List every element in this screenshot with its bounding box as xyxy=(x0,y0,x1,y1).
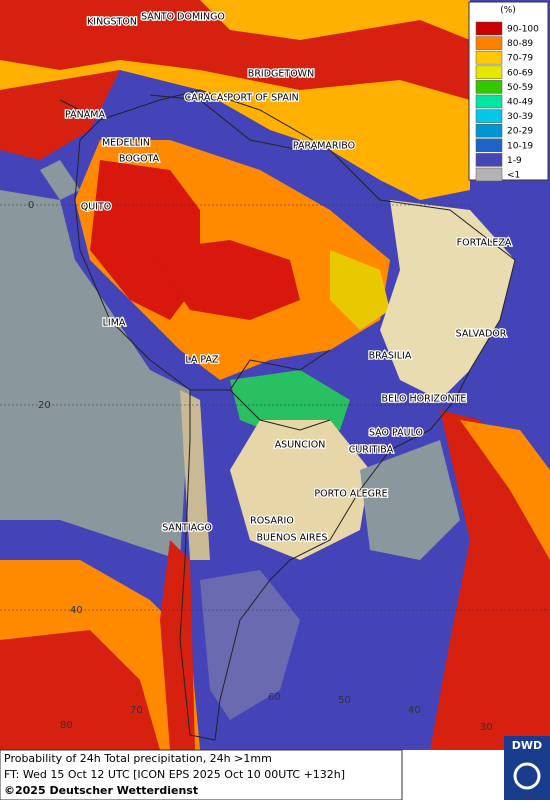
city-label: MEDELLIN xyxy=(102,138,150,149)
footer-box xyxy=(0,749,403,801)
legend-label: 40-49 xyxy=(507,98,533,108)
city-label: PANAMA xyxy=(65,110,105,121)
legend-label: 10-19 xyxy=(507,141,533,151)
grid-label: 30 xyxy=(480,722,493,733)
grid-label: 70 xyxy=(130,705,143,716)
grid-label: 20 xyxy=(38,400,51,411)
grid-label: 80 xyxy=(60,720,73,731)
logo-text: DWD xyxy=(512,739,542,752)
logo-icon xyxy=(513,762,541,790)
grid-label: 40 xyxy=(408,705,421,716)
grid-label: 0 xyxy=(28,200,34,211)
legend-swatch xyxy=(475,94,503,109)
legend-label: 30-39 xyxy=(507,112,533,122)
city-label: BRASILIA xyxy=(369,351,412,362)
city-label: LIMA xyxy=(103,318,126,329)
legend-swatch xyxy=(475,167,503,182)
legend-label: 1-9 xyxy=(507,156,522,166)
grid-labels: 0 20 40 80 70 60 50 40 30 xyxy=(28,200,493,733)
city-label: LA PAZ xyxy=(185,355,219,366)
legend: (%) 90-100 80-89 70-79 60-69 50-59 40-49 30-39… xyxy=(468,1,549,182)
city-label: PORTO ALEGRE xyxy=(314,489,387,500)
legend-label: 50-59 xyxy=(507,83,533,93)
footer-title: Probability of 24h Total precipitation, … xyxy=(4,752,272,765)
city-label: BOGOTA xyxy=(119,154,160,165)
city-label: SALVADOR xyxy=(456,329,507,340)
city-label: CARACAS xyxy=(185,93,230,104)
grid-label: 40 xyxy=(70,605,83,616)
legend-swatch xyxy=(475,50,503,65)
grid-label: 50 xyxy=(338,695,351,706)
legend-label: 90-100 xyxy=(507,25,539,35)
city-label: SANTO DOMINGO xyxy=(141,12,225,23)
city-label: BELO HORIZONTE xyxy=(382,394,467,405)
legend-label: 60-69 xyxy=(507,68,533,78)
legend-label: 70-79 xyxy=(507,54,533,64)
city-label: ROSARIO xyxy=(250,516,294,527)
legend-swatch xyxy=(475,138,503,153)
legend-swatch xyxy=(475,65,503,80)
legend-swatch xyxy=(475,21,503,36)
city-label: SANTIAGO xyxy=(162,523,212,534)
city-label: KINGSTON xyxy=(87,17,137,28)
city-label: QUITO xyxy=(81,202,112,213)
legend-unit: (%) xyxy=(500,6,516,16)
legend-swatch xyxy=(475,36,503,50)
map-background xyxy=(0,0,550,750)
city-label: PARAMARIBO xyxy=(293,141,355,152)
legend-swatch xyxy=(475,80,503,94)
legend-swatch xyxy=(475,123,503,138)
footer-copyright: ©2025 Deutscher Wetterdienst xyxy=(4,784,198,797)
city-label: BUENOS AIRES xyxy=(256,533,327,544)
legend-swatch xyxy=(475,153,503,167)
grid-label: 60 xyxy=(268,692,281,703)
legend-label: 20-29 xyxy=(507,127,533,137)
legend-swatch xyxy=(475,109,503,123)
city-label: FORTALEZA xyxy=(457,238,512,249)
city-label: BRIDGETOWN xyxy=(248,69,314,80)
footer-forecast-time: FT: Wed 15 Oct 12 UTC [ICON EPS 2025 Oct… xyxy=(4,768,345,781)
city-label: ASUNCION xyxy=(275,440,326,451)
city-label: CURITIBA xyxy=(349,445,394,456)
city-label: PORT OF SPAIN xyxy=(227,93,298,104)
legend-label: <1 xyxy=(507,171,520,181)
city-labels: KINGSTON SANTO DOMINGOBRIDGETOWNCARACASPO… xyxy=(64,10,513,545)
legend-label: 80-89 xyxy=(507,39,533,49)
city-label: SAO PAULO xyxy=(369,428,423,439)
